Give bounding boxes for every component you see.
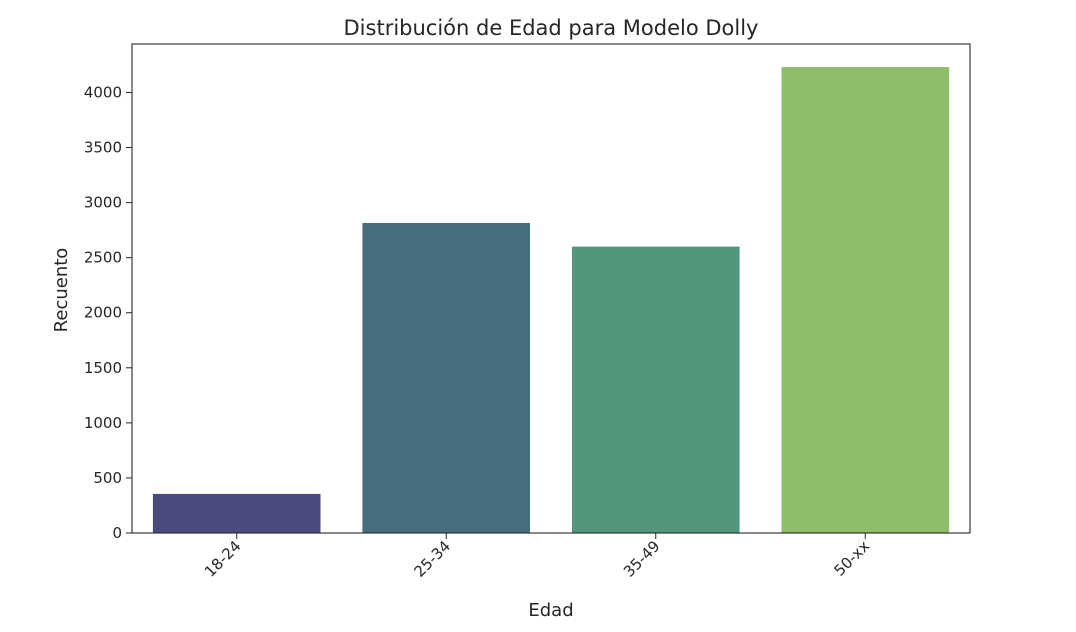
y-tick-label: 2000: [84, 304, 122, 322]
y-tick-label: 1500: [84, 359, 122, 377]
chart-title: Distribución de Edad para Modelo Dolly: [344, 16, 759, 40]
y-tick-label: 500: [93, 469, 122, 487]
y-tick-label: 4000: [84, 83, 122, 101]
x-tick-label: 18-24: [201, 537, 245, 581]
y-axis: 0 500 1000 1500 2000 2500 3000 3500 4000: [84, 83, 132, 542]
y-tick-label: 0: [112, 524, 122, 542]
x-tick-label: 35-49: [620, 537, 664, 581]
bar-35-49: [572, 246, 740, 533]
x-tick-label: 25-34: [411, 537, 455, 581]
bar-25-34: [362, 223, 530, 533]
y-tick-label: 1000: [84, 414, 122, 432]
x-axis: 18-24 25-34 35-49 50-xx: [201, 533, 873, 581]
plot-frame: [131, 43, 971, 534]
plot-area: [152, 67, 950, 533]
y-tick-label: 3500: [84, 139, 122, 157]
y-tick-label: 2500: [84, 249, 122, 267]
bar-18-24: [152, 493, 321, 533]
x-axis-label: Edad: [528, 600, 573, 621]
x-tick-label: 50-xx: [830, 537, 873, 580]
bar-50-xx: [781, 67, 950, 533]
y-tick-label: 3000: [84, 194, 122, 212]
y-axis-label: Recuento: [51, 248, 72, 333]
